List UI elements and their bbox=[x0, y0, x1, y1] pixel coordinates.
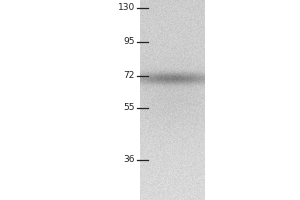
Text: 95: 95 bbox=[124, 38, 135, 46]
Text: 130: 130 bbox=[118, 3, 135, 12]
Text: 72: 72 bbox=[124, 72, 135, 80]
Text: 36: 36 bbox=[124, 156, 135, 164]
Text: 55: 55 bbox=[124, 104, 135, 112]
